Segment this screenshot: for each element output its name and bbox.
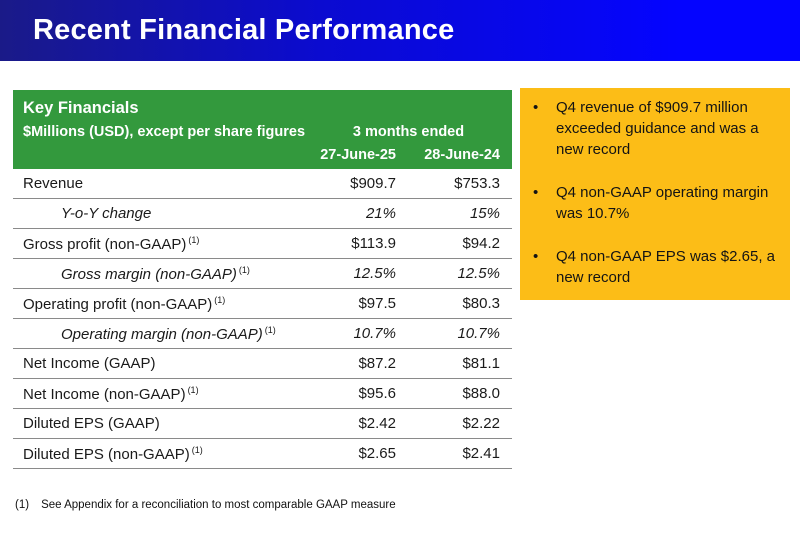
footnote-marker: (1) [15, 499, 30, 511]
table-row: Revenue $909.7 $753.3 [13, 169, 512, 199]
row-value: $2.42 [358, 415, 396, 432]
row-value: 12.5% [353, 265, 396, 282]
table-subtitle: $Millions (USD), except per share figure… [23, 124, 306, 140]
footnote-reference: (1) [188, 234, 200, 245]
row-value: $95.6 [358, 385, 396, 402]
row-value: $97.5 [358, 295, 396, 312]
key-financials-table: Key Financials $Millions (USD), except p… [13, 90, 512, 469]
row-value: $753.3 [454, 175, 500, 192]
row-value: $2.22 [462, 415, 500, 432]
table-title: Key Financials [23, 99, 139, 117]
highlights-list: Q4 revenue of $909.7 million exceeded gu… [520, 97, 786, 288]
footnote-text: See Appendix for a reconciliation to mos… [41, 499, 396, 511]
row-label: Gross profit (non-GAAP) (1) [23, 234, 200, 253]
table-row: Operating profit (non-GAAP) (1) $97.5 $80.3 [13, 289, 512, 319]
row-value: $81.1 [462, 355, 500, 372]
footnote-reference: (1) [238, 264, 250, 275]
row-label: Operating profit (non-GAAP) (1) [23, 294, 226, 313]
row-label: Diluted EPS (non-GAAP) (1) [23, 444, 203, 463]
row-value: $2.41 [462, 445, 500, 462]
slide-title-bar: Recent Financial Performance [0, 0, 800, 61]
table-row: Net Income (non-GAAP) (1) $95.6 $88.0 [13, 379, 512, 409]
footnote-reference: (1) [187, 384, 199, 395]
row-value: 10.7% [353, 325, 396, 342]
row-label: Y-o-Y change [61, 205, 152, 222]
table-row: Y-o-Y change 21% 15% [13, 199, 512, 229]
row-value: $88.0 [462, 385, 500, 402]
row-label: Operating margin (non-GAAP) (1) [61, 324, 276, 343]
table-header: Key Financials $Millions (USD), except p… [13, 90, 512, 169]
table-subtitle-row: $Millions (USD), except per share figure… [13, 124, 512, 147]
footnote-reference: (1) [191, 444, 203, 455]
row-label: Net Income (non-GAAP) (1) [23, 384, 199, 403]
row-value: $87.2 [358, 355, 396, 372]
table-row: Diluted EPS (non-GAAP) (1) $2.65 $2.41 [13, 439, 512, 469]
row-label: Revenue [23, 175, 84, 192]
highlights-box: Q4 revenue of $909.7 million exceeded gu… [520, 88, 790, 300]
table-row: Gross margin (non-GAAP) (1) 12.5% 12.5% [13, 259, 512, 289]
column-header-prior: 28-June-24 [424, 147, 500, 163]
footnote-reference: (1) [214, 294, 226, 305]
row-value: 10.7% [457, 325, 500, 342]
highlight-bullet: Q4 revenue of $909.7 million exceeded gu… [520, 97, 786, 160]
row-value: 15% [469, 205, 500, 222]
table-row: Gross profit (non-GAAP) (1) $113.9 $94.2 [13, 229, 512, 259]
row-value: $80.3 [462, 295, 500, 312]
footnote: (1) See Appendix for a reconciliation to … [15, 499, 396, 511]
table-row: Diluted EPS (GAAP) $2.42 $2.22 [13, 409, 512, 439]
highlight-bullet: Q4 non-GAAP operating margin was 10.7% [520, 182, 786, 224]
period-label: 3 months ended [352, 124, 465, 140]
footnote-reference: (1) [264, 324, 276, 335]
row-label: Gross margin (non-GAAP) (1) [61, 264, 250, 283]
row-value: $113.9 [351, 235, 396, 252]
row-value: $94.2 [462, 235, 500, 252]
table-row: Net Income (GAAP) $87.2 $81.1 [13, 349, 512, 379]
column-headers: 27-June-25 28-June-24 [13, 147, 512, 163]
row-value: 21% [365, 205, 396, 222]
row-value: $2.65 [358, 445, 396, 462]
table-row: Operating margin (non-GAAP) (1) 10.7% 10.7% [13, 319, 512, 349]
row-value: 12.5% [457, 265, 500, 282]
row-value: $909.7 [350, 175, 396, 192]
highlight-bullet: Q4 non-GAAP EPS was $2.65, a new record [520, 246, 786, 288]
column-header-current: 27-June-25 [320, 147, 396, 163]
slide-title: Recent Financial Performance [33, 14, 455, 46]
table-body: Revenue $909.7 $753.3 Y-o-Y change 21% 15% Gro… [13, 169, 512, 469]
row-label: Net Income (GAAP) [23, 355, 156, 372]
row-label: Diluted EPS (GAAP) [23, 415, 160, 432]
